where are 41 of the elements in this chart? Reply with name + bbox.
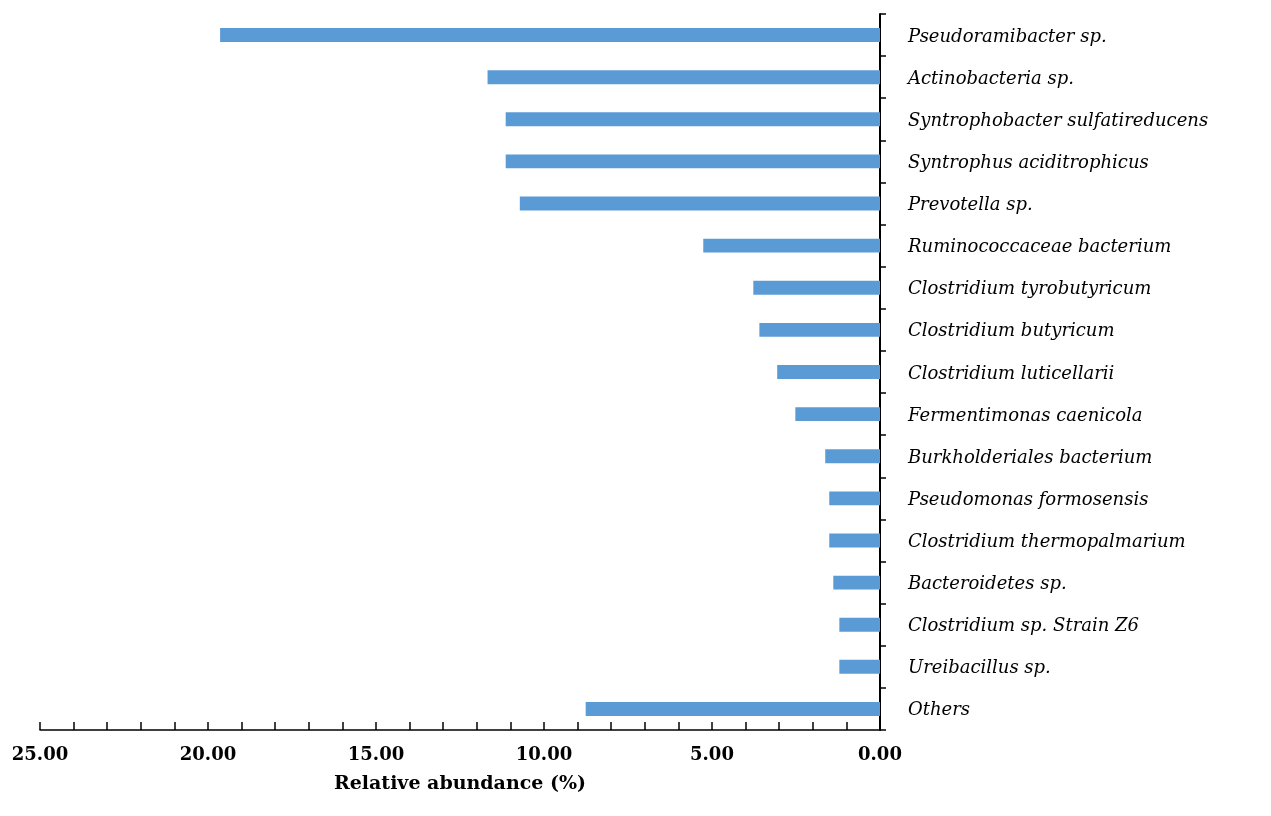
bar: [487, 70, 880, 85]
y-tick-label: Syntrophus aciditrophicus: [908, 150, 1149, 172]
bar: [839, 617, 880, 632]
y-tick-label: Clostridium butyricum: [908, 319, 1115, 341]
y-tick-label: Clostridium sp. Strain Z6: [908, 614, 1139, 636]
y-tick-label: Prevotella sp.: [907, 193, 1033, 215]
bar: [795, 407, 880, 422]
y-tick-label: Ruminococcaceae bacterium: [907, 235, 1172, 257]
bar: [753, 280, 880, 295]
x-tick-label: 15.00: [347, 742, 405, 764]
x-tick-label: 5.00: [690, 742, 734, 764]
y-tick-label: Others: [908, 698, 971, 720]
y-tick-label: Bacteroidetes sp.: [907, 572, 1067, 594]
bar: [703, 238, 880, 253]
y-tick-label: Syntrophobacter sulfatireducens: [908, 108, 1209, 130]
y-tick-label: Fermentimonas caenicola: [907, 403, 1143, 425]
y-tick-label: Ureibacillus sp.: [908, 656, 1051, 678]
bar: [777, 365, 880, 379]
bar: [825, 449, 880, 464]
x-tick-label: 20.00: [179, 742, 237, 764]
bar: [829, 491, 880, 506]
bar: [759, 322, 880, 337]
y-tick-label: Pseudomonas formosensis: [907, 487, 1149, 509]
x-axis-title: Relative abundance (%): [333, 770, 587, 793]
y-tick-label: Clostridium luticellarii: [908, 361, 1115, 383]
bar: [829, 533, 880, 548]
y-tick-label: Clostridium thermopalmarium: [908, 529, 1186, 551]
bar: [833, 575, 880, 590]
x-tick-label: 25.00: [11, 742, 69, 764]
y-tick-label: Actinobacteria sp.: [906, 66, 1075, 88]
bar: [505, 112, 880, 127]
bar: [519, 196, 880, 211]
y-tick-label: Pseudoramibacter sp.: [907, 24, 1107, 46]
y-tick-label: Clostridium tyrobutyricum: [908, 277, 1152, 299]
bar: [220, 28, 880, 43]
y-tick-label: Burkholderiales bacterium: [907, 445, 1153, 467]
bar: [585, 701, 880, 716]
x-tick-label: 10.00: [515, 742, 573, 764]
bar: [839, 659, 880, 674]
bar: [505, 154, 880, 169]
x-tick-label: 0.00: [858, 742, 902, 764]
